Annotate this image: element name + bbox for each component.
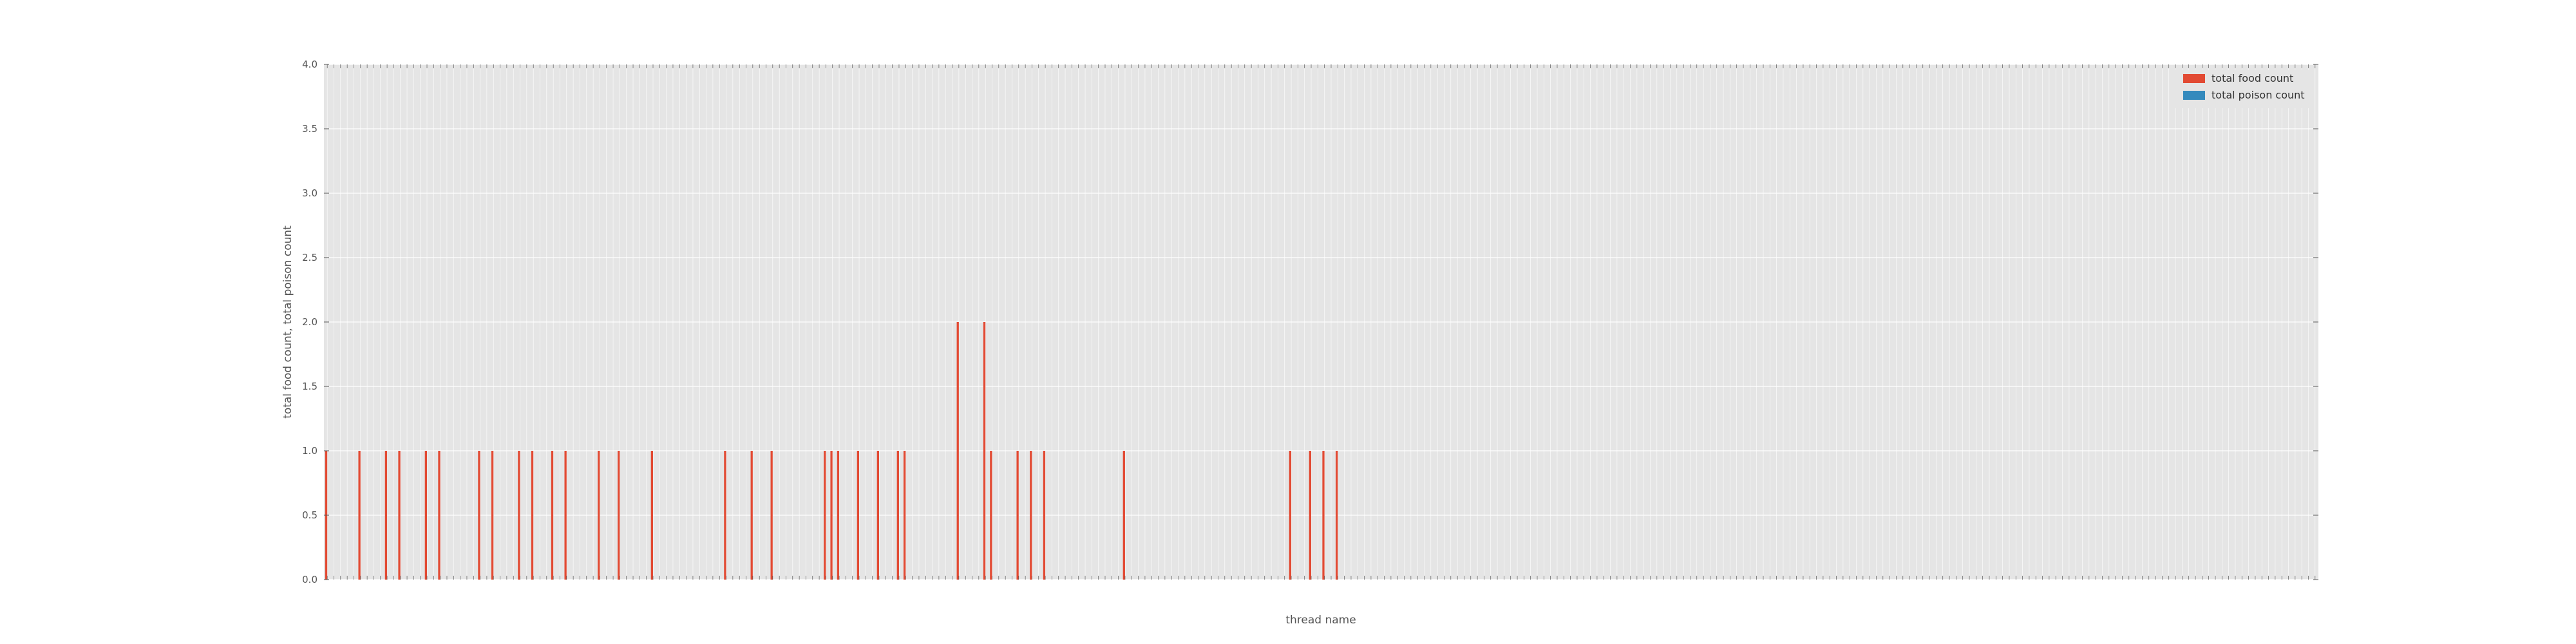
bar-total-food-count	[770, 451, 773, 580]
bar-total-food-count	[750, 451, 753, 580]
bar-total-food-count	[598, 451, 600, 580]
bar-total-food-count	[564, 451, 567, 580]
bar-total-food-count	[531, 451, 534, 580]
x-axis-title: thread name	[1285, 614, 1356, 627]
bar-total-food-count	[424, 451, 428, 580]
bar-total-food-count	[398, 451, 401, 580]
legend-label-poison: total poison count	[2211, 89, 2305, 101]
bar-total-food-count	[837, 451, 840, 580]
bar-total-food-count	[956, 322, 959, 580]
bar-total-food-count	[518, 451, 520, 580]
bar-total-food-count	[1122, 451, 1125, 580]
bar-total-food-count	[1336, 451, 1338, 580]
bar-total-food-count	[1030, 451, 1032, 580]
y-tick-label: 1.5	[302, 381, 317, 392]
bar-total-food-count	[1289, 451, 1292, 580]
bar-total-food-count	[618, 451, 620, 580]
bar-total-food-count	[650, 451, 654, 580]
grid	[324, 64, 2318, 580]
bar-total-food-count	[1322, 451, 1325, 580]
bar-total-food-count	[478, 451, 480, 580]
legend: total food count total poison count	[2170, 70, 2313, 108]
y-axis-title: total food count, total poison count	[281, 225, 294, 419]
y-tick-label: 4.0	[302, 59, 317, 70]
bar-total-food-count	[724, 451, 726, 580]
bar-total-food-count	[491, 451, 494, 580]
bar-total-food-count	[903, 451, 906, 580]
legend-swatch-food	[2183, 74, 2205, 83]
y-tick-label: 2.5	[302, 252, 317, 263]
bar-total-food-count	[896, 451, 899, 580]
bar-total-food-count	[358, 451, 361, 580]
y-tick-label: 0.0	[302, 574, 317, 585]
y-tick-label: 3.5	[302, 123, 317, 135]
bar-total-food-count	[551, 451, 554, 580]
bar-total-food-count	[857, 451, 860, 580]
y-tick-label: 3.0	[302, 187, 317, 199]
bar-total-food-count	[1043, 451, 1046, 580]
legend-swatch-poison	[2183, 91, 2205, 100]
legend-label-food: total food count	[2211, 72, 2293, 84]
bar-total-food-count	[384, 451, 388, 580]
bar-total-food-count	[438, 451, 440, 580]
bar-total-food-count	[1309, 451, 1312, 580]
bar-total-food-count	[830, 451, 833, 580]
y-ticks: 0.0 0.5 1.0 1.5 2.0 2.5 3.0 3.5 4.0	[302, 59, 2318, 585]
x-ticks	[327, 64, 2316, 580]
y-tick-label: 2.0	[302, 316, 317, 328]
y-tick-label: 1.0	[302, 445, 317, 457]
bar-total-food-count	[983, 322, 986, 580]
bar-total-food-count	[990, 451, 992, 580]
bar-total-food-count	[876, 451, 879, 580]
bar-total-food-count	[824, 451, 826, 580]
y-tick-label: 0.5	[302, 509, 317, 521]
bar-total-food-count	[1016, 451, 1019, 580]
